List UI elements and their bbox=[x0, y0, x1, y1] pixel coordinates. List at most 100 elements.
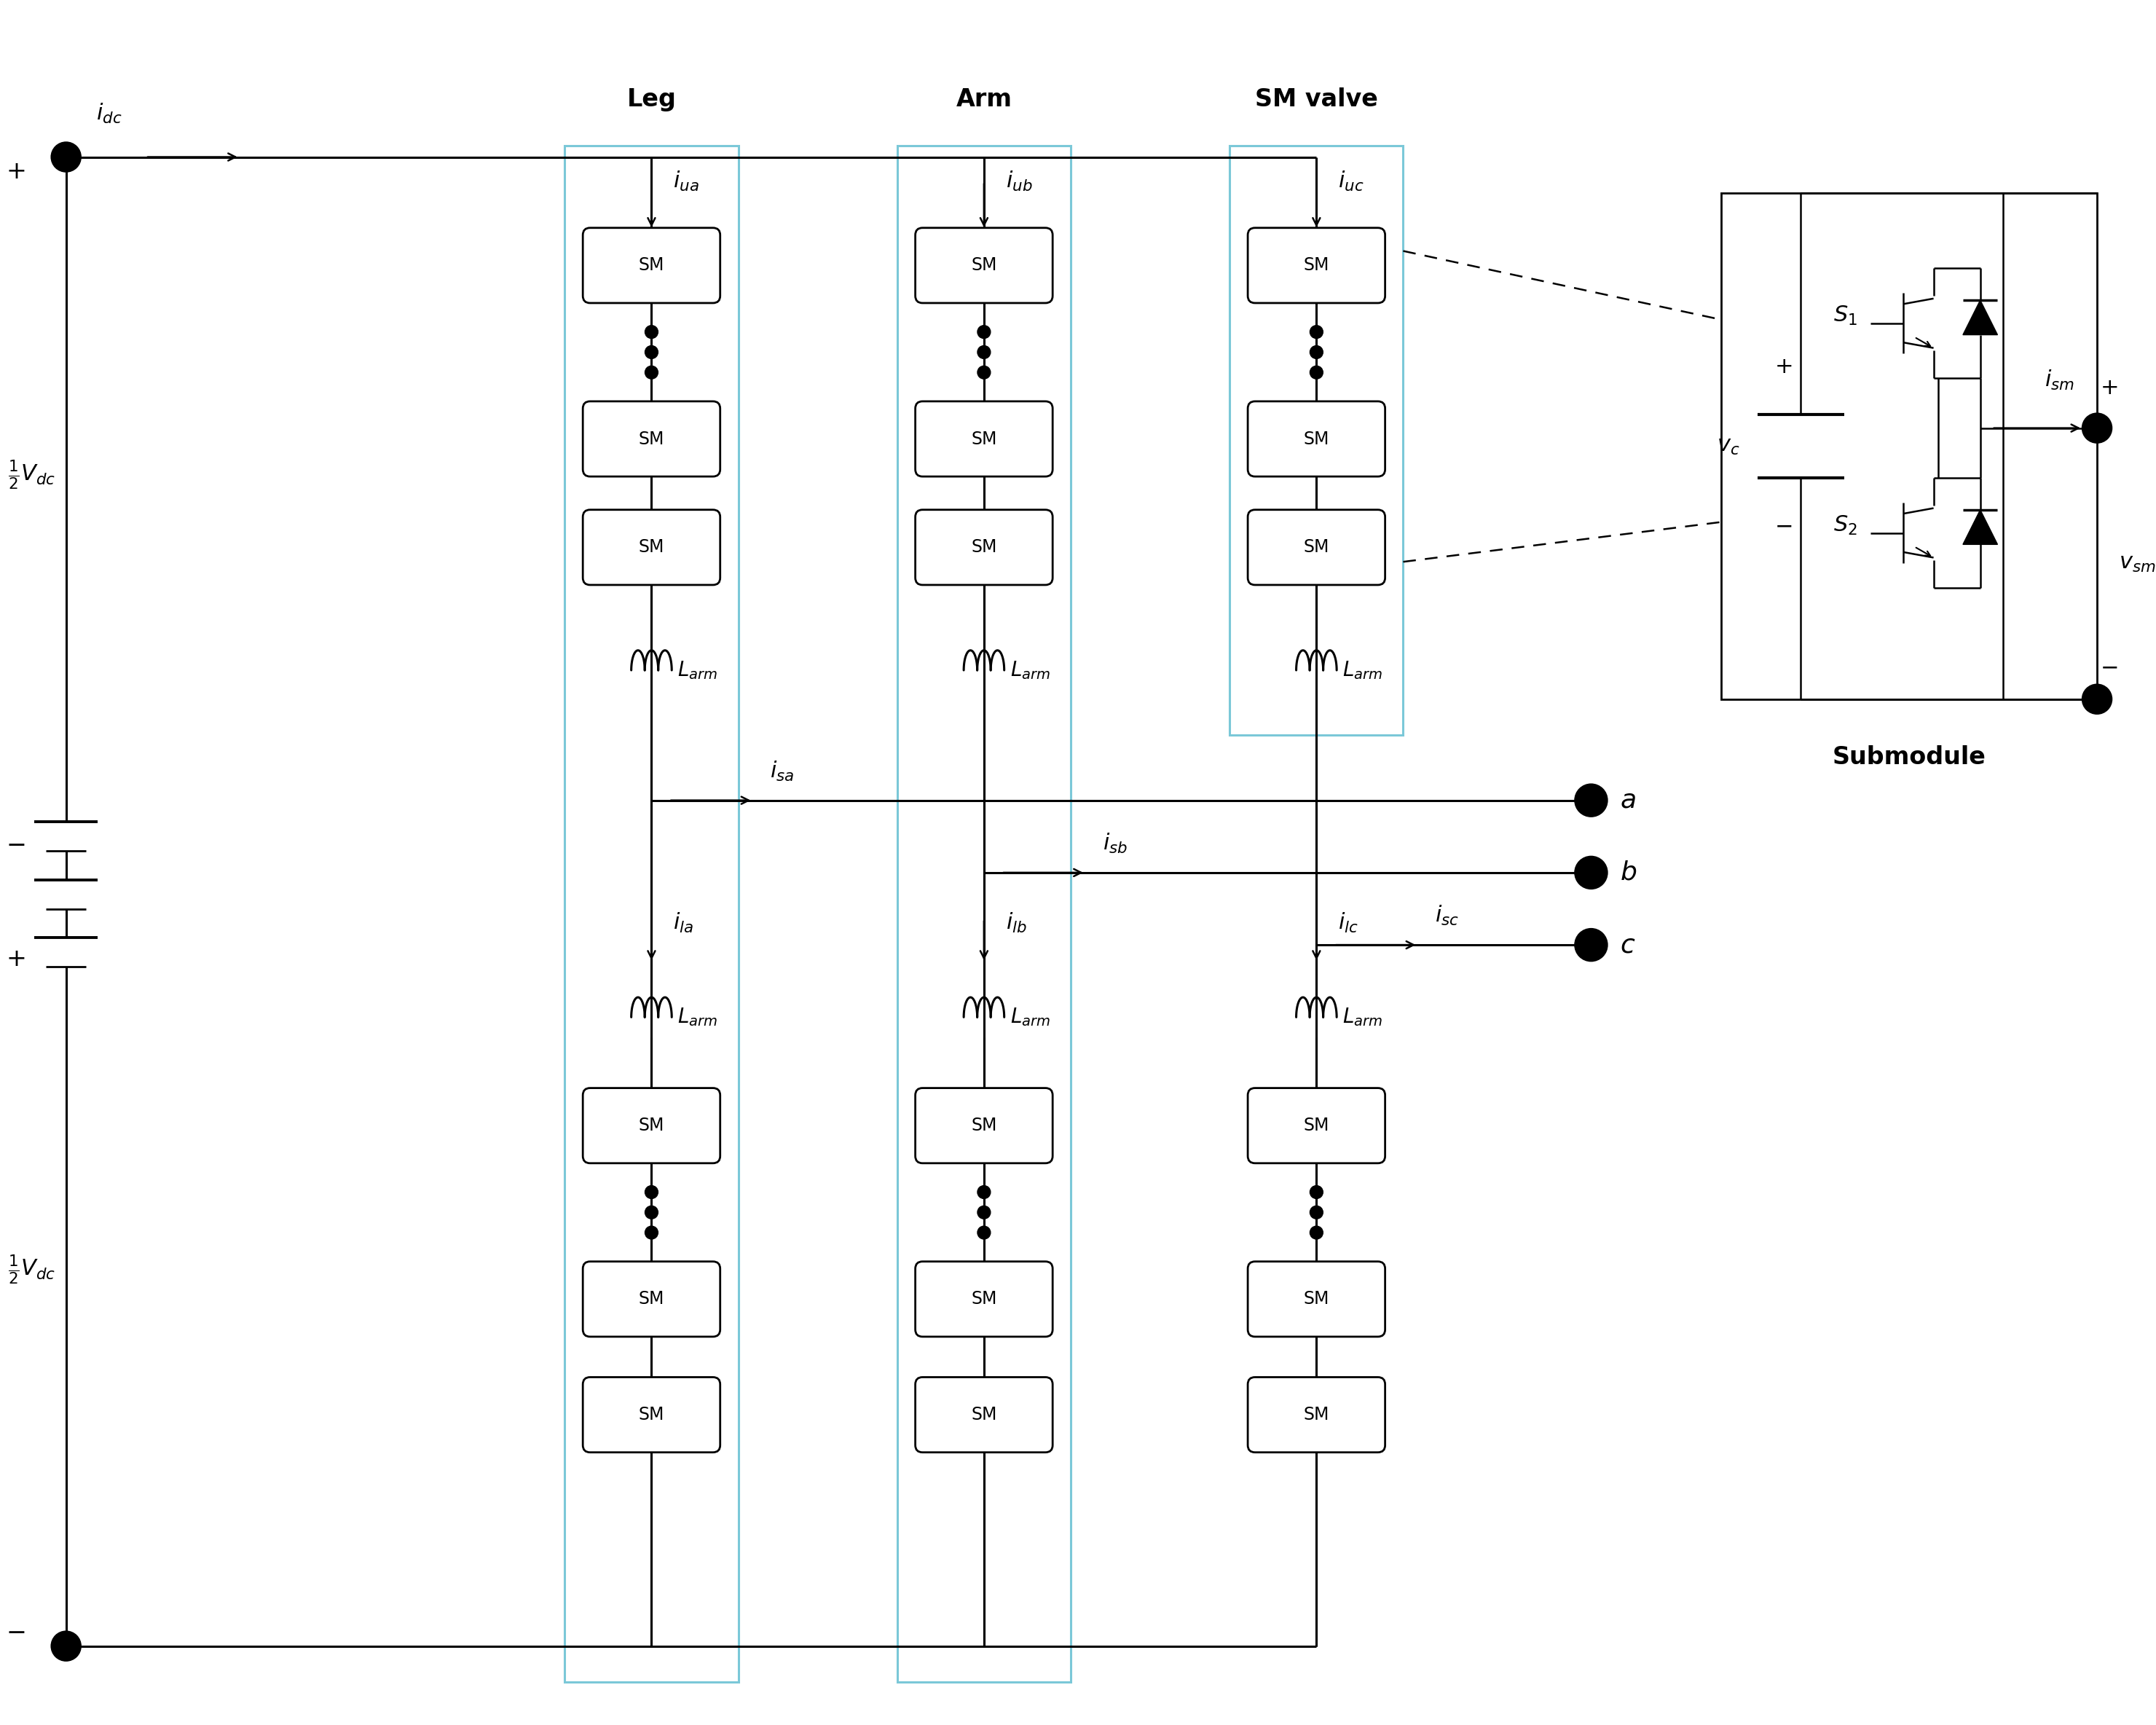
Text: Arm: Arm bbox=[955, 88, 1011, 110]
Circle shape bbox=[645, 1206, 658, 1220]
FancyBboxPatch shape bbox=[916, 1261, 1052, 1337]
Circle shape bbox=[1311, 326, 1324, 338]
Bar bbox=[897, 145, 1072, 1682]
Text: SM: SM bbox=[1304, 1406, 1330, 1423]
Text: SM: SM bbox=[1304, 430, 1330, 448]
Text: $b$: $b$ bbox=[1619, 861, 1636, 885]
Text: Submodule: Submodule bbox=[1833, 745, 1986, 769]
Text: $+$: $+$ bbox=[1774, 355, 1792, 378]
FancyBboxPatch shape bbox=[1248, 402, 1384, 476]
Text: $L_{arm}$: $L_{arm}$ bbox=[1343, 659, 1382, 681]
Text: $S_2$: $S_2$ bbox=[1835, 514, 1858, 536]
Circle shape bbox=[645, 1226, 658, 1239]
Circle shape bbox=[645, 345, 658, 359]
Text: $i_{ua}$: $i_{ua}$ bbox=[673, 169, 699, 193]
Circle shape bbox=[977, 326, 990, 338]
FancyBboxPatch shape bbox=[916, 402, 1052, 476]
Circle shape bbox=[1311, 1185, 1324, 1199]
Text: SM: SM bbox=[638, 430, 664, 448]
Text: $-$: $-$ bbox=[6, 831, 26, 856]
FancyBboxPatch shape bbox=[582, 511, 720, 585]
FancyBboxPatch shape bbox=[582, 1261, 720, 1337]
Text: $-$: $-$ bbox=[2100, 657, 2117, 678]
Text: SM: SM bbox=[638, 257, 664, 274]
Bar bbox=[565, 145, 737, 1682]
Text: $i_{sc}$: $i_{sc}$ bbox=[1436, 904, 1460, 928]
Text: $L_{arm}$: $L_{arm}$ bbox=[1009, 659, 1050, 681]
FancyBboxPatch shape bbox=[916, 228, 1052, 304]
Text: $i_{ub}$: $i_{ub}$ bbox=[1005, 169, 1033, 193]
Text: SM: SM bbox=[1304, 538, 1330, 555]
Text: SM: SM bbox=[638, 1406, 664, 1423]
Text: $i_{sa}$: $i_{sa}$ bbox=[770, 759, 793, 783]
Text: $L_{arm}$: $L_{arm}$ bbox=[677, 659, 718, 681]
Text: $a$: $a$ bbox=[1619, 788, 1636, 812]
Text: $c$: $c$ bbox=[1619, 933, 1636, 957]
Text: $L_{arm}$: $L_{arm}$ bbox=[677, 1006, 718, 1028]
Text: SM: SM bbox=[638, 1290, 664, 1308]
Text: $+$: $+$ bbox=[6, 947, 26, 971]
Text: SM: SM bbox=[638, 1116, 664, 1135]
Text: SM: SM bbox=[1304, 1290, 1330, 1308]
Text: $i_{sm}$: $i_{sm}$ bbox=[2044, 369, 2074, 392]
Circle shape bbox=[645, 326, 658, 338]
Text: SM: SM bbox=[638, 538, 664, 555]
Text: SM: SM bbox=[970, 1116, 996, 1135]
Text: $-$: $-$ bbox=[6, 1620, 26, 1644]
Text: $v_{sm}$: $v_{sm}$ bbox=[2119, 554, 2156, 574]
Text: $+$: $+$ bbox=[6, 159, 26, 183]
Circle shape bbox=[977, 1226, 990, 1239]
Text: SM: SM bbox=[970, 1290, 996, 1308]
Text: SM: SM bbox=[970, 430, 996, 448]
Text: $i_{lb}$: $i_{lb}$ bbox=[1005, 911, 1026, 935]
Text: Leg: Leg bbox=[627, 88, 677, 110]
Text: $L_{arm}$: $L_{arm}$ bbox=[1343, 1006, 1382, 1028]
Text: $L_{arm}$: $L_{arm}$ bbox=[1009, 1006, 1050, 1028]
Bar bbox=[1229, 145, 1404, 735]
Circle shape bbox=[52, 1632, 80, 1661]
Circle shape bbox=[1311, 1206, 1324, 1220]
Text: $v_c$: $v_c$ bbox=[1716, 436, 1740, 457]
Text: $S_1$: $S_1$ bbox=[1833, 305, 1858, 328]
FancyBboxPatch shape bbox=[582, 228, 720, 304]
FancyBboxPatch shape bbox=[582, 402, 720, 476]
Text: SM: SM bbox=[970, 257, 996, 274]
Polygon shape bbox=[1962, 300, 1999, 335]
FancyBboxPatch shape bbox=[1248, 511, 1384, 585]
Text: $i_{sb}$: $i_{sb}$ bbox=[1102, 831, 1128, 856]
Text: $-$: $-$ bbox=[1774, 516, 1792, 536]
Circle shape bbox=[2083, 685, 2111, 714]
Polygon shape bbox=[1962, 511, 1999, 545]
Bar bbox=[1720, 193, 2098, 699]
Circle shape bbox=[1576, 930, 1606, 961]
Text: $i_{dc}$: $i_{dc}$ bbox=[97, 102, 123, 126]
FancyBboxPatch shape bbox=[1248, 1261, 1384, 1337]
FancyBboxPatch shape bbox=[916, 1377, 1052, 1452]
Circle shape bbox=[645, 1185, 658, 1199]
Circle shape bbox=[1311, 366, 1324, 380]
Circle shape bbox=[977, 1206, 990, 1220]
Circle shape bbox=[1576, 857, 1606, 888]
FancyBboxPatch shape bbox=[916, 511, 1052, 585]
Text: SM: SM bbox=[1304, 257, 1330, 274]
Circle shape bbox=[52, 143, 80, 171]
FancyBboxPatch shape bbox=[1248, 228, 1384, 304]
Text: SM: SM bbox=[970, 538, 996, 555]
Text: $+$: $+$ bbox=[2100, 378, 2117, 398]
FancyBboxPatch shape bbox=[1248, 1377, 1384, 1452]
Circle shape bbox=[1576, 785, 1606, 816]
Text: $\frac{1}{2}V_{dc}$: $\frac{1}{2}V_{dc}$ bbox=[9, 459, 56, 492]
Circle shape bbox=[977, 366, 990, 380]
Text: $i_{uc}$: $i_{uc}$ bbox=[1339, 169, 1365, 193]
Text: SM: SM bbox=[1304, 1116, 1330, 1135]
FancyBboxPatch shape bbox=[1248, 1088, 1384, 1163]
Text: $i_{la}$: $i_{la}$ bbox=[673, 911, 694, 935]
Circle shape bbox=[1311, 1226, 1324, 1239]
Text: SM: SM bbox=[970, 1406, 996, 1423]
Text: $i_{lc}$: $i_{lc}$ bbox=[1339, 911, 1358, 935]
Circle shape bbox=[1311, 345, 1324, 359]
Circle shape bbox=[977, 345, 990, 359]
Circle shape bbox=[645, 366, 658, 380]
Text: SM valve: SM valve bbox=[1255, 88, 1378, 110]
FancyBboxPatch shape bbox=[582, 1377, 720, 1452]
